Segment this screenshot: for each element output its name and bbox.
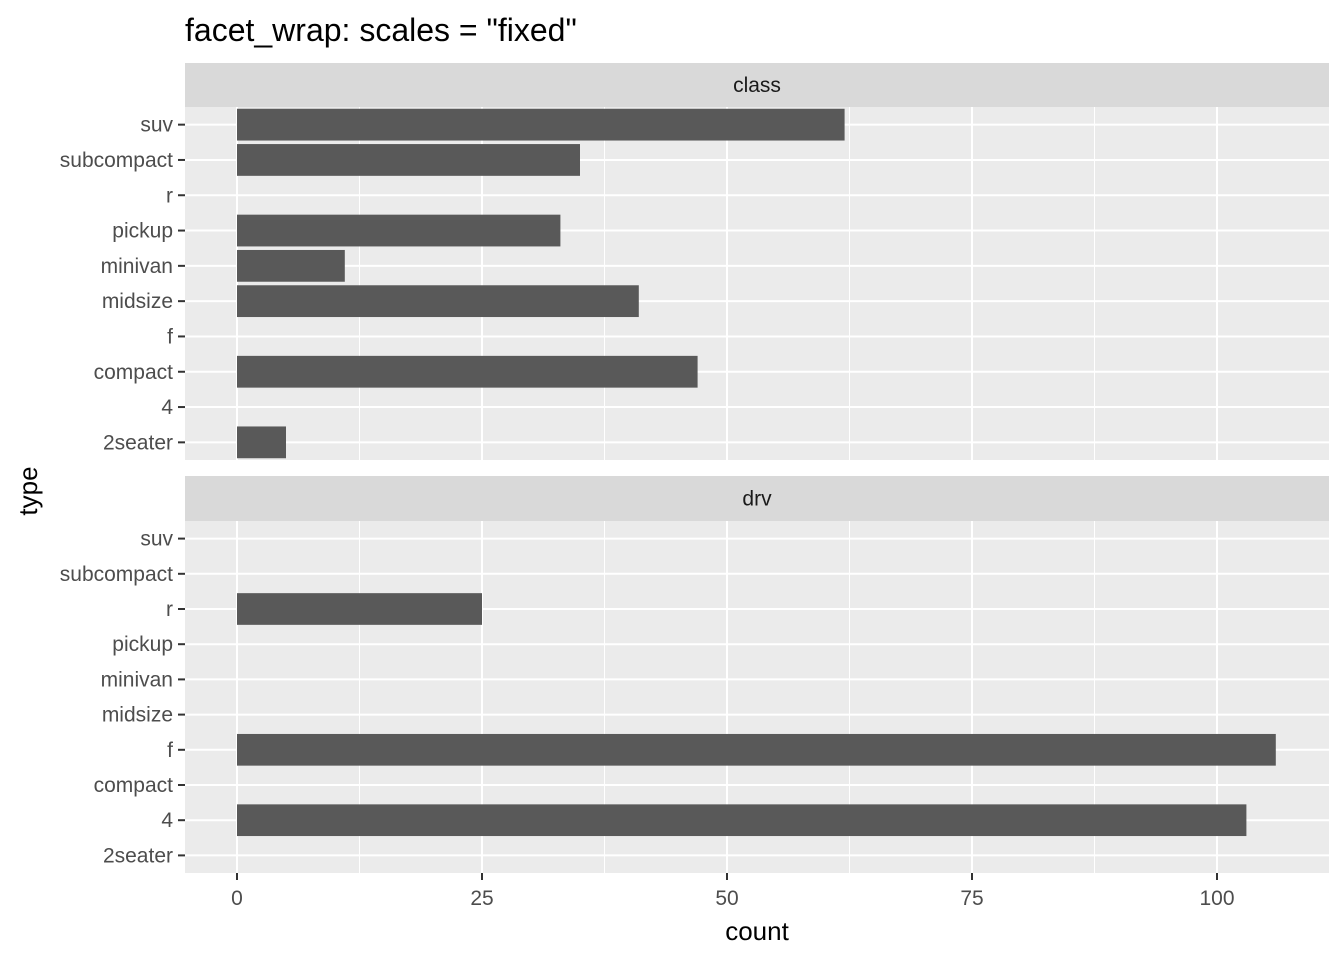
x-tick-label: 100	[1199, 887, 1234, 910]
bar-class-suv	[237, 108, 845, 141]
bar-class-minivan	[237, 249, 345, 282]
x-tick-label: 0	[231, 887, 243, 910]
y-tick-label: r	[166, 184, 173, 207]
y-tick-label: r	[166, 598, 173, 621]
y-tick-label: suv	[140, 528, 173, 551]
bar-class-compact	[237, 355, 698, 388]
y-tick-label: f	[167, 325, 173, 348]
y-tick-label: minivan	[101, 668, 173, 691]
bar-class-midsize	[237, 285, 639, 318]
bar-class-2seater	[237, 426, 286, 459]
y-tick-label: 4	[161, 396, 173, 419]
x-tick-label: 50	[715, 887, 738, 910]
y-tick-label: pickup	[112, 633, 173, 656]
facet-panel-drv: drv suv subcompact r pickup minivan midsize f co…	[60, 476, 1329, 873]
x-tick-label: 75	[960, 887, 983, 910]
y-tick-label: 2seater	[103, 844, 173, 867]
x-tick-label: 25	[470, 887, 493, 910]
facet-strip-class	[185, 63, 1329, 107]
bar-class-subcompact	[237, 144, 580, 176]
y-tick-label: 4	[161, 809, 173, 832]
y-tick-label: suv	[140, 114, 173, 137]
facet-panels: class suv subcompact r pickup minivan midsize f…	[60, 63, 1329, 873]
x-axis-title: count	[725, 916, 789, 946]
x-axis: 0 25 50 75 100	[231, 873, 1235, 910]
bar-drv-f	[237, 733, 1276, 766]
y-axis-title: type	[13, 466, 43, 515]
y-tick-label: subcompact	[60, 149, 173, 172]
y-tick-label: compact	[94, 361, 174, 384]
y-tick-label: minivan	[101, 255, 173, 278]
y-tick-label: pickup	[112, 220, 173, 243]
y-tick-label: compact	[94, 774, 174, 797]
bar-drv-r	[237, 593, 482, 625]
bar-drv-4	[237, 804, 1247, 837]
bar-class-pickup	[237, 214, 561, 247]
chart-title: facet_wrap: scales = "fixed"	[185, 12, 577, 48]
y-tick-label: f	[167, 739, 173, 762]
facet-strip-label-drv: drv	[742, 488, 772, 511]
y-tick-label: midsize	[102, 290, 173, 313]
facet-strip-label-class: class	[733, 74, 781, 97]
y-tick-label: midsize	[102, 704, 173, 727]
y-tick-label: 2seater	[103, 431, 173, 454]
y-tick-label: subcompact	[60, 563, 173, 586]
facet-strip-drv	[185, 476, 1329, 521]
facet-panel-class: class suv subcompact r pickup minivan midsize f…	[60, 63, 1329, 460]
